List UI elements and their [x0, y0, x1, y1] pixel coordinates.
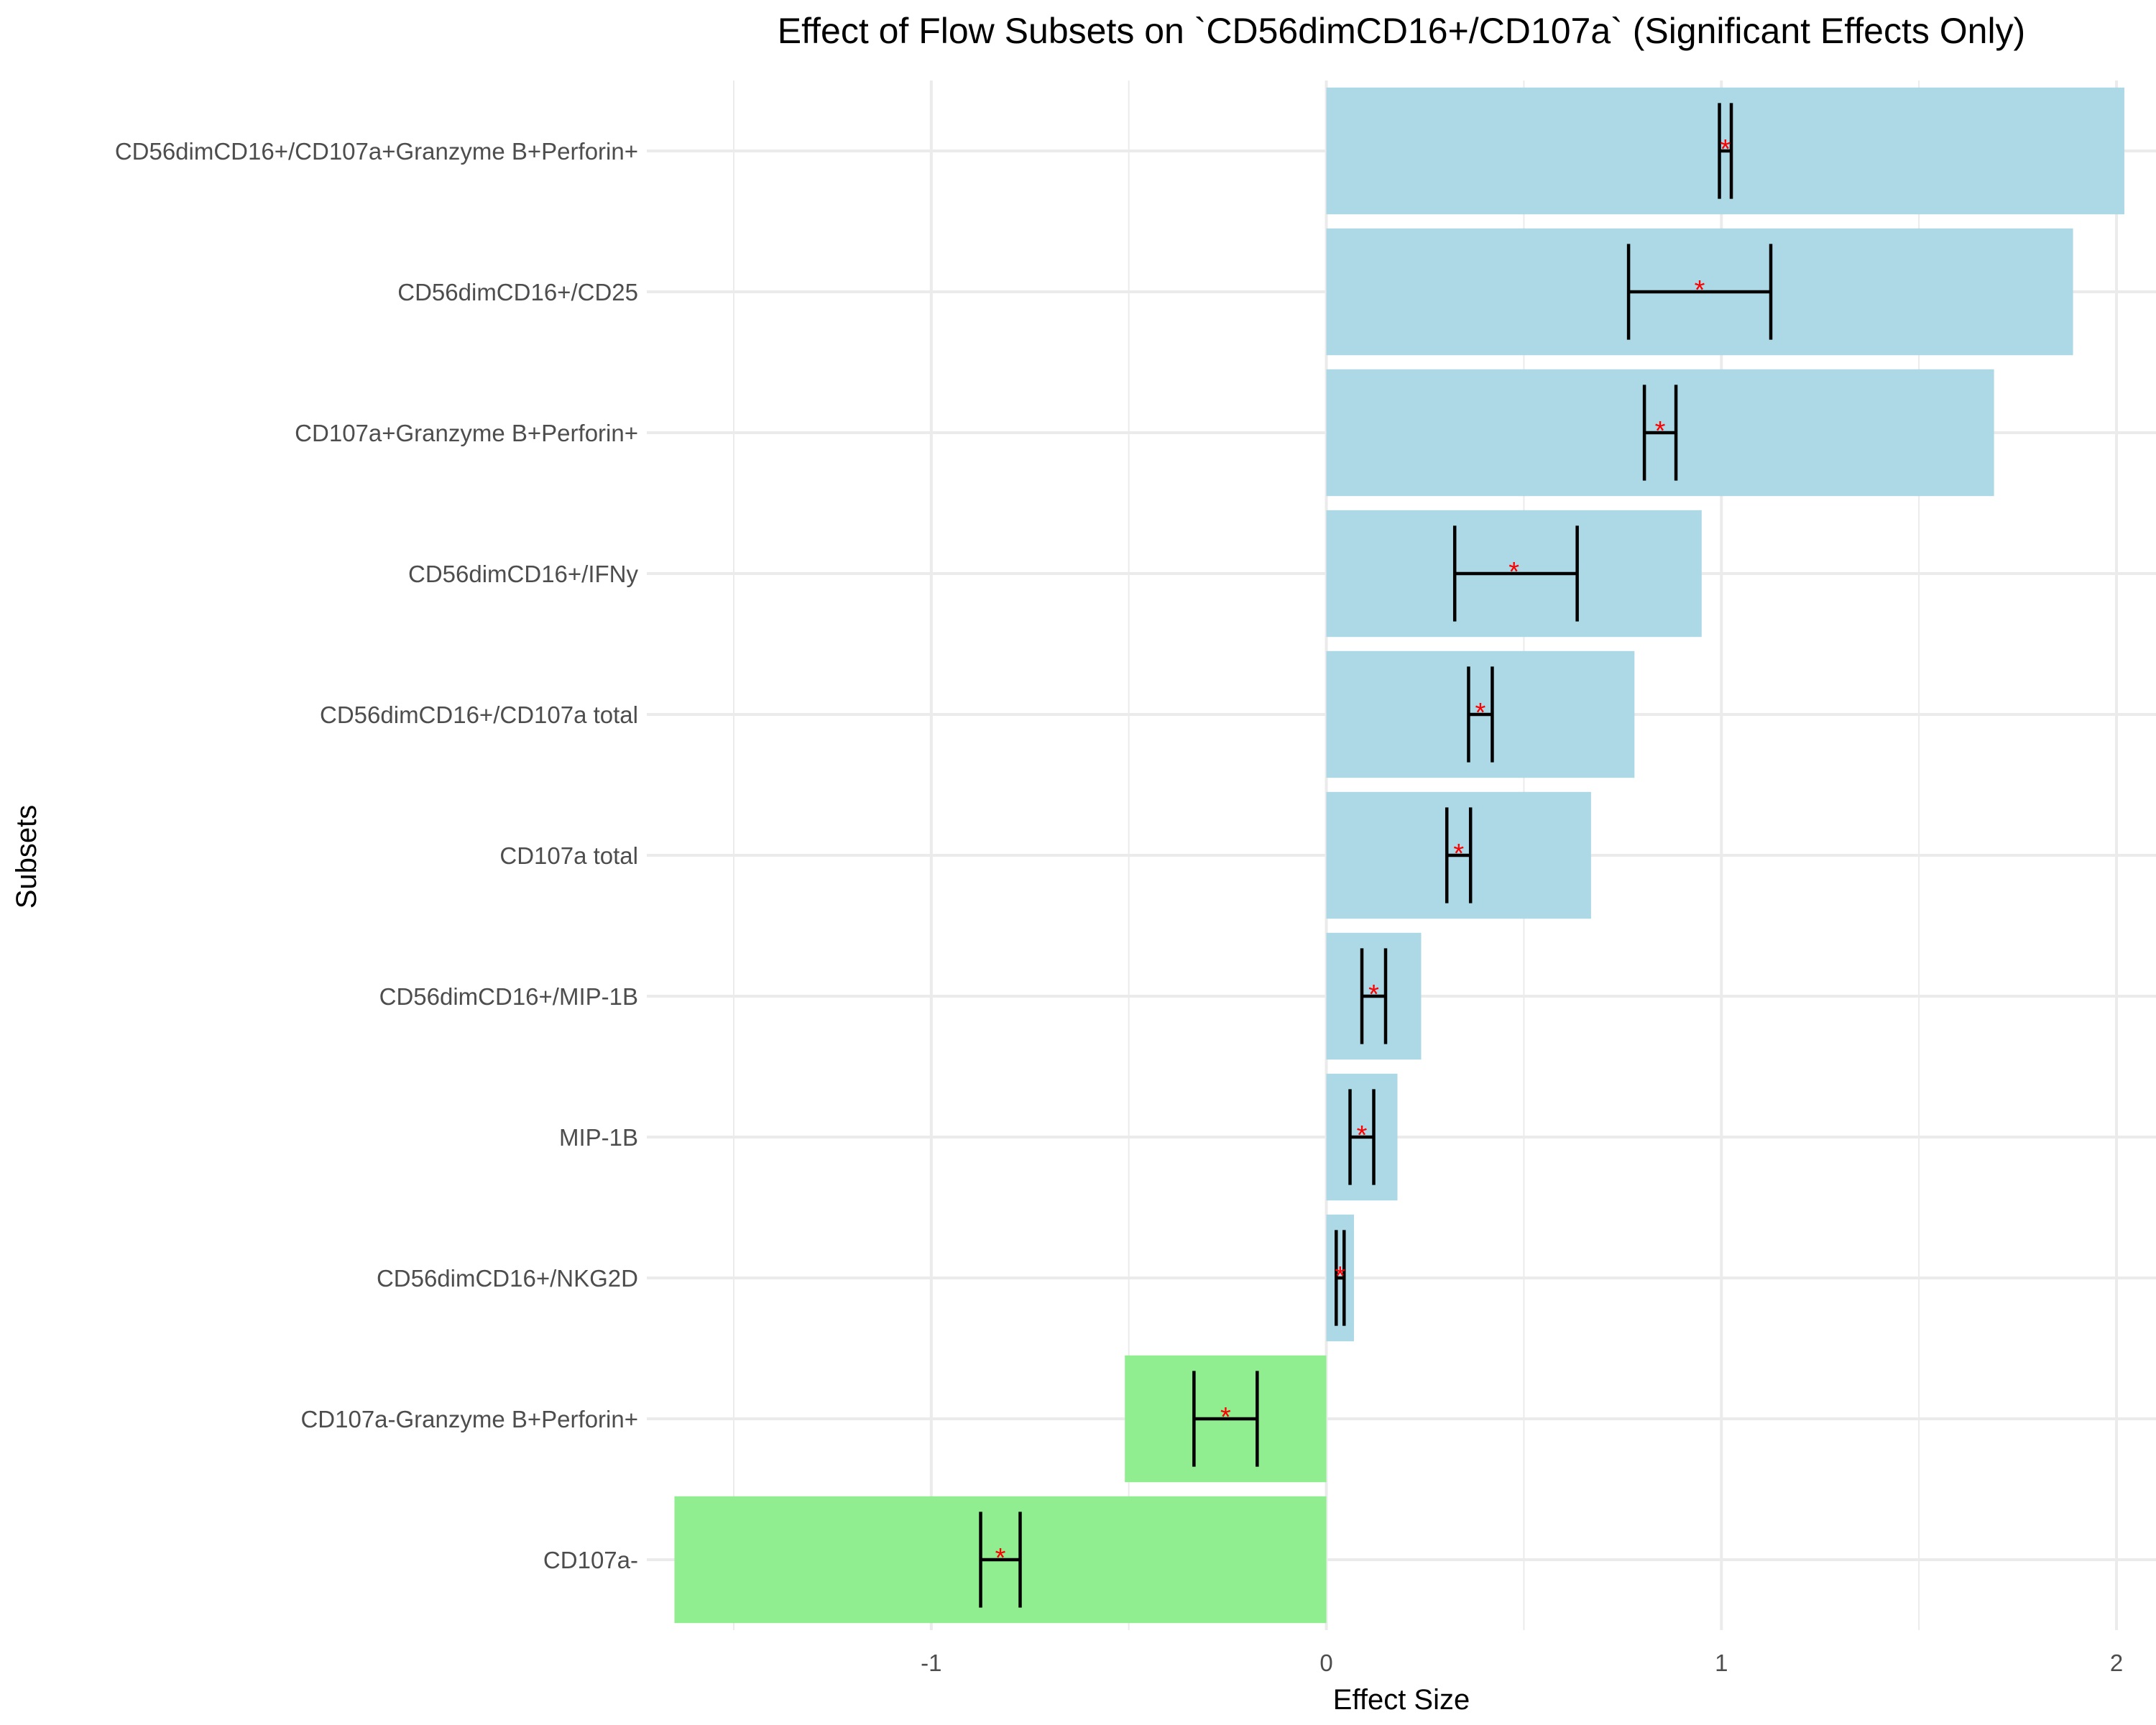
- error-bar: [1642, 385, 1678, 481]
- y-tick-label: CD56dimCD16+/IFNy: [408, 561, 639, 587]
- significance-marker: *: [1368, 980, 1379, 1010]
- y-tick-labels: CD56dimCD16+/CD107a+Granzyme B+Perforin+…: [115, 138, 639, 1573]
- y-tick-label: CD107a-: [543, 1547, 638, 1573]
- y-tick-label: CD107a total: [499, 842, 638, 869]
- y-tick-label: CD107a-Granzyme B+Perforin+: [300, 1406, 638, 1432]
- error-bars: [979, 103, 1773, 1608]
- x-tick-label: 0: [1319, 1650, 1332, 1676]
- significance-marker: *: [1357, 1121, 1368, 1151]
- y-tick-label: MIP-1B: [559, 1124, 638, 1151]
- significance-marker: *: [1335, 1261, 1345, 1292]
- y-tick-label: CD56dimCD16+/CD107a total: [320, 702, 638, 728]
- error-bar: [1467, 666, 1494, 763]
- significance-marker: *: [995, 1543, 1006, 1573]
- significance-marker: *: [1453, 839, 1464, 869]
- y-tick-label: CD107a+Granzyme B+Perforin+: [295, 420, 638, 446]
- y-tick-label: CD56dimCD16+/NKG2D: [377, 1265, 638, 1292]
- error-bar: [1348, 1089, 1376, 1185]
- significance-marker: *: [1720, 134, 1731, 165]
- y-tick-label: CD56dimCD16+/MIP-1B: [379, 983, 638, 1010]
- y-tick-label: CD56dimCD16+/CD25: [397, 279, 638, 305]
- chart-title: Effect of Flow Subsets on `CD56dimCD16+/…: [778, 11, 2025, 51]
- y-tick-label: CD56dimCD16+/CD107a+Granzyme B+Perforin+: [115, 138, 638, 165]
- x-tick-label: -1: [921, 1650, 941, 1676]
- error-bar: [1626, 244, 1773, 340]
- error-bar: [1335, 1230, 1346, 1326]
- error-bar: [1452, 525, 1579, 622]
- error-bar: [1360, 948, 1388, 1044]
- error-bar: [1718, 103, 1733, 199]
- significance-marker: *: [1220, 1402, 1231, 1432]
- x-tick-label: 2: [2110, 1650, 2123, 1676]
- significance-marker: *: [1475, 698, 1486, 728]
- significance-marker: *: [1508, 557, 1519, 587]
- x-tick-labels: -1 0 1 2: [921, 1650, 2123, 1676]
- x-tick-label: 1: [1715, 1650, 1728, 1676]
- error-bar: [1445, 807, 1473, 903]
- significance-marker: *: [1655, 416, 1666, 446]
- significance-markers: * * * * * * * * * * *: [995, 134, 1731, 1573]
- significance-marker: *: [1695, 275, 1705, 305]
- y-axis-title: Subsets: [11, 805, 42, 909]
- error-bar: [1192, 1371, 1259, 1467]
- x-axis-title: Effect Size: [1333, 1684, 1470, 1716]
- error-bar: [979, 1512, 1022, 1608]
